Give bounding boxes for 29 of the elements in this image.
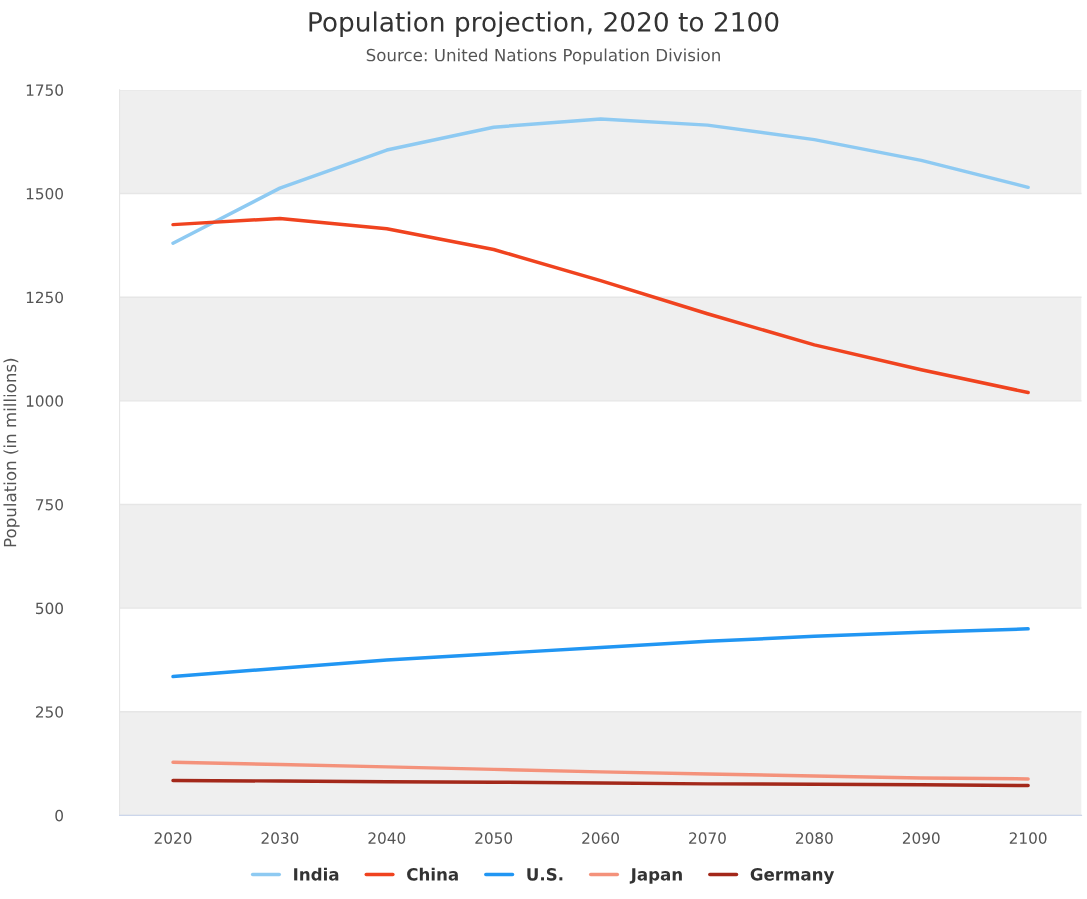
chart-subtitle: Source: United Nations Population Division <box>366 48 720 65</box>
chart-title: Population projection, 2020 to 2100 <box>309 11 779 37</box>
line-series <box>171 216 1030 395</box>
y-tick-label: 1750 <box>26 84 63 96</box>
y-axis-title: Population (in millions) <box>3 358 20 547</box>
line-series <box>171 117 1030 246</box>
line-series <box>171 760 1030 781</box>
x-tick-label: 2070 <box>689 832 726 844</box>
legend-label: Japan <box>629 868 682 884</box>
y-tick-label: 250 <box>35 706 63 718</box>
y-tick-label: 1250 <box>26 291 63 304</box>
legend-label: China <box>407 867 458 881</box>
x-tick-label: 2100 <box>1009 832 1047 844</box>
x-tick-label: 2020 <box>154 832 192 844</box>
y-tick-label: 500 <box>36 602 63 615</box>
y-tick-label: 1000 <box>26 395 63 407</box>
x-tick-label: 2080 <box>796 832 833 844</box>
line-series <box>171 627 1030 679</box>
x-tick-label: 2030 <box>261 832 299 844</box>
y-tick-label: 750 <box>36 498 63 511</box>
x-tick-label: 2050 <box>475 832 513 844</box>
x-tick-label: 2090 <box>902 832 940 844</box>
x-tick-label: 2060 <box>582 832 619 844</box>
legend-label: India <box>294 867 339 881</box>
y-tick-label: 0 <box>55 809 63 822</box>
y-tick-label: 1500 <box>26 188 63 200</box>
x-tick-label: 2040 <box>368 832 406 844</box>
legend-label: Germany <box>750 868 835 884</box>
legend-label: U.S. <box>527 868 563 881</box>
